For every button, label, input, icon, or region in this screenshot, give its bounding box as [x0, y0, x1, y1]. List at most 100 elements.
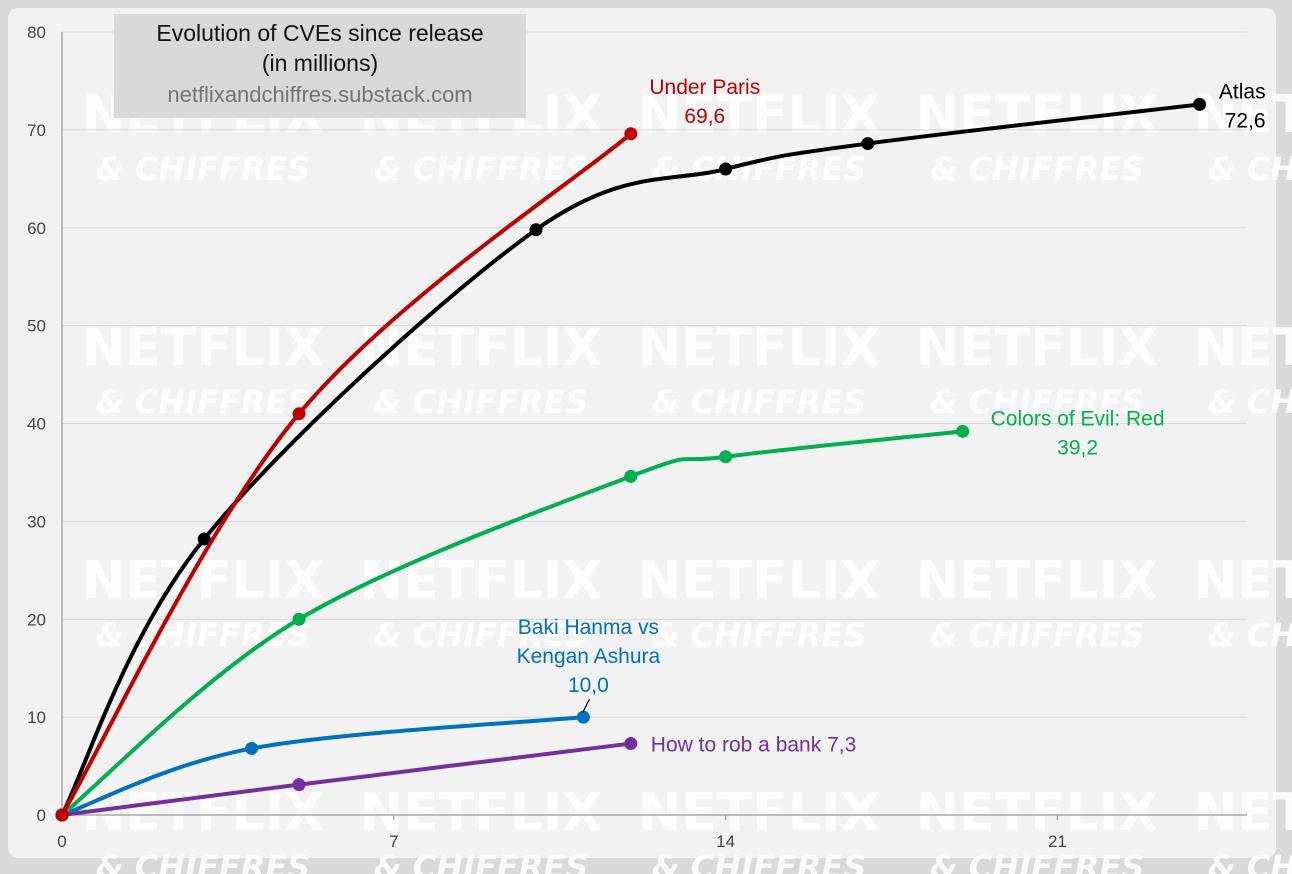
data-point: [624, 127, 638, 141]
watermark-text: NETFLIX: [360, 783, 603, 843]
y-tick-label: 20: [27, 610, 46, 629]
watermark-text: & CHIFFRES: [1208, 848, 1292, 874]
watermark-text: NETFLIX: [916, 783, 1159, 843]
watermark-text: & CHIFFRES: [652, 616, 866, 654]
data-point: [292, 612, 306, 626]
series-name-label: Kengan Ashura: [517, 645, 661, 668]
x-tick-label: 7: [389, 832, 398, 851]
watermark-text: NETFLIX: [1194, 551, 1292, 611]
watermark-logo: NETFLIX & CHIFFRES: [360, 783, 603, 874]
data-point: [576, 710, 590, 724]
watermark-text: NETFLIX: [638, 551, 881, 611]
x-tick-label: 14: [716, 832, 735, 851]
data-point: [719, 162, 733, 176]
series-name-label: Colors of Evil: Red: [991, 407, 1165, 430]
watermark-logo: NETFLIX & CHIFFRES: [1194, 85, 1292, 188]
watermark-text: & CHIFFRES: [930, 383, 1144, 421]
watermark-text: & CHIFFRES: [96, 150, 310, 188]
y-tick-label: 80: [27, 23, 46, 42]
data-point: [529, 223, 543, 237]
y-tick-label: 30: [27, 512, 46, 531]
watermark-logo: NETFLIX & CHIFFRES: [82, 318, 325, 421]
watermark-text: & CHIFFRES: [1208, 150, 1292, 188]
series-line: [60, 102, 1202, 817]
data-point: [1193, 97, 1207, 111]
watermark-logo: NETFLIX & CHIFFRES: [360, 551, 603, 654]
series-name: How to rob a bank: [651, 734, 827, 757]
watermark-text: NETFLIX: [638, 783, 881, 843]
series-value: 7,3: [827, 734, 856, 757]
data-point: [861, 137, 875, 151]
watermark-text: NETFLIX: [82, 551, 325, 611]
watermark-text: & CHIFFRES: [1208, 383, 1292, 421]
watermark-logo: NETFLIX & CHIFFRES: [1194, 783, 1292, 874]
watermark-text: & CHIFFRES: [652, 848, 866, 874]
watermark-text: NETFLIX: [1194, 85, 1292, 145]
series-name-label: Under Paris: [649, 76, 760, 99]
series-name-label: Baki Hanma vs: [518, 616, 659, 639]
series-name-label: How to rob a bank 7,3: [651, 734, 856, 757]
chart-title: Evolution of CVEs since release (in mill…: [156, 20, 484, 76]
y-tick-label: 0: [37, 806, 46, 825]
watermark-text: & CHIFFRES: [374, 383, 588, 421]
data-point: [719, 450, 733, 464]
watermark-text: & CHIFFRES: [652, 150, 866, 188]
watermark-logo: NETFLIX & CHIFFRES: [638, 85, 881, 188]
watermark-logo: NETFLIX & CHIFFRES: [360, 318, 603, 421]
x-tick-label: 0: [57, 832, 66, 851]
watermark-text: NETFLIX: [1194, 783, 1292, 843]
grid-layer: [62, 31, 1247, 718]
watermark-logo: NETFLIX & CHIFFRES: [638, 783, 881, 874]
series-value-label: 10,0: [568, 674, 609, 697]
watermark-logo: NETFLIX& CHIFFRES: [916, 85, 1159, 188]
data-point: [292, 407, 306, 421]
data-point: [292, 778, 306, 792]
watermark-logo: NETFLIX& CHIFFRES: [1194, 551, 1292, 654]
series-line: [60, 715, 586, 817]
series-0: [55, 97, 1207, 822]
data-point: [624, 737, 638, 751]
series-1: [55, 127, 638, 822]
watermark-text: NETFLIX: [82, 783, 325, 843]
y-tick-label: 60: [27, 219, 46, 238]
series-value-label: 39,2: [1057, 436, 1098, 459]
watermark-text: NETFLIX: [638, 85, 881, 145]
axis-layer: 0 10 20 30 40 50 60 70 80 0 7 14 21: [27, 23, 1247, 851]
watermark-text: NETFLIX: [1194, 318, 1292, 378]
y-tick-label: 40: [27, 415, 46, 434]
label-leader-line: [581, 698, 590, 714]
watermark-text: & CHIFFRES: [96, 383, 310, 421]
data-point: [624, 469, 638, 483]
watermark-text: & CHIFFRES: [652, 383, 866, 421]
series-line: [60, 429, 965, 817]
watermark-logo: NETFLIX& CHIFFRES: [916, 551, 1159, 654]
series-value-label: 69,6: [684, 105, 725, 128]
watermark-text: & CHIFFRES: [374, 150, 588, 188]
series-line: [60, 131, 633, 817]
watermark-text: NETFLIX: [82, 318, 325, 378]
x-tick-label: 21: [1048, 832, 1067, 851]
series-line: [60, 741, 633, 817]
watermark-logo: NETFLIX & CHIFFRES: [638, 551, 881, 654]
label-layer: Atlas 72,6 Under Paris 69,6 Colors of Evil: …: [517, 76, 1266, 757]
watermark-text: NETFLIX: [360, 551, 603, 611]
watermark-text: & CHIFFRES: [930, 150, 1144, 188]
watermark-text: NETFLIX: [360, 318, 603, 378]
watermark-logo: NETFLIX& CHIFFRES: [82, 551, 325, 654]
watermark-logo: NETFLIX & CHIFFRES: [916, 318, 1159, 421]
watermark-text: NETFLIX: [638, 318, 881, 378]
y-tick-label: 10: [27, 708, 46, 727]
data-point: [55, 808, 69, 822]
source-link[interactable]: netflixandchiffres.substack.com: [167, 82, 473, 107]
watermark-text: & CHIFFRES: [374, 848, 588, 874]
data-point: [956, 424, 970, 438]
watermark-text: & CHIFFRES: [930, 848, 1144, 874]
y-tick-label: 50: [27, 317, 46, 336]
watermark-logo: NETFLIX& CHIFFRES: [82, 783, 325, 874]
series-layer: [55, 97, 1207, 822]
watermark-text: & CHIFFRES: [374, 616, 588, 654]
data-point: [197, 532, 211, 546]
data-point: [245, 741, 259, 755]
watermark-text: NETFLIX: [916, 318, 1159, 378]
